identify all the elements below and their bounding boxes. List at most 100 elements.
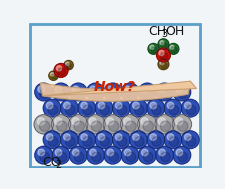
Circle shape [78,99,95,117]
Circle shape [65,105,75,115]
Circle shape [164,99,182,117]
Circle shape [151,47,157,53]
Circle shape [38,149,45,156]
Circle shape [115,134,122,140]
Circle shape [35,83,53,101]
Circle shape [74,152,84,162]
Circle shape [39,121,50,132]
Circle shape [130,131,147,149]
Circle shape [115,102,122,109]
Text: OH: OH [166,25,185,38]
Circle shape [184,134,191,140]
Circle shape [103,115,122,134]
Circle shape [61,99,78,117]
Circle shape [87,83,104,101]
Circle shape [186,137,196,146]
Circle shape [81,134,88,140]
Circle shape [157,48,170,62]
Circle shape [69,146,87,164]
Circle shape [35,146,53,164]
Circle shape [92,89,101,99]
Circle shape [168,43,179,54]
PathPatch shape [40,81,190,101]
Circle shape [58,68,65,76]
Circle shape [150,45,154,49]
Circle shape [169,137,179,146]
Circle shape [57,89,67,99]
Text: 2: 2 [55,160,61,170]
Circle shape [64,60,73,70]
Circle shape [159,50,164,56]
Circle shape [176,118,183,125]
Circle shape [106,118,114,125]
Circle shape [160,53,168,60]
Circle shape [158,59,169,70]
Circle shape [160,41,164,45]
Circle shape [104,83,122,101]
Circle shape [121,83,139,101]
Circle shape [63,102,70,109]
Circle shape [138,146,156,164]
Circle shape [164,131,182,149]
Circle shape [141,118,148,125]
Circle shape [158,118,166,125]
Circle shape [167,102,174,109]
Circle shape [124,86,131,93]
Circle shape [176,86,183,93]
Circle shape [152,105,162,115]
Circle shape [69,115,88,134]
Circle shape [167,134,174,140]
Circle shape [143,89,153,99]
Circle shape [173,83,191,101]
Circle shape [92,152,101,162]
Circle shape [160,121,171,132]
Circle shape [170,45,174,49]
Text: How?: How? [94,80,136,94]
Circle shape [56,66,62,71]
Circle shape [186,105,196,115]
Circle shape [104,146,122,164]
Circle shape [38,86,45,93]
Circle shape [156,146,173,164]
Circle shape [161,42,167,48]
Circle shape [178,89,188,99]
Circle shape [51,74,56,79]
Circle shape [100,105,110,115]
Polygon shape [43,81,197,96]
Text: CO: CO [43,156,61,169]
Text: 3: 3 [161,29,167,39]
Circle shape [50,73,54,76]
Circle shape [117,137,127,146]
Circle shape [117,105,127,115]
Circle shape [181,131,199,149]
Circle shape [61,131,78,149]
Circle shape [90,86,96,93]
Circle shape [83,137,92,146]
Circle shape [171,47,177,53]
Circle shape [48,105,58,115]
Circle shape [46,102,53,109]
Circle shape [130,99,147,117]
Circle shape [107,86,114,93]
Circle shape [152,137,162,146]
Circle shape [156,83,173,101]
Circle shape [126,121,136,132]
Circle shape [142,86,148,93]
Circle shape [98,134,105,140]
Circle shape [54,64,68,77]
Circle shape [90,149,96,156]
Circle shape [178,152,188,162]
Circle shape [72,149,79,156]
Circle shape [150,134,157,140]
Circle shape [138,83,156,101]
Circle shape [95,99,113,117]
Circle shape [159,149,165,156]
Circle shape [184,102,191,109]
Circle shape [155,115,174,134]
Circle shape [40,152,50,162]
Circle shape [143,121,153,132]
Circle shape [169,105,179,115]
Circle shape [176,149,183,156]
Circle shape [181,99,199,117]
Circle shape [57,152,67,162]
